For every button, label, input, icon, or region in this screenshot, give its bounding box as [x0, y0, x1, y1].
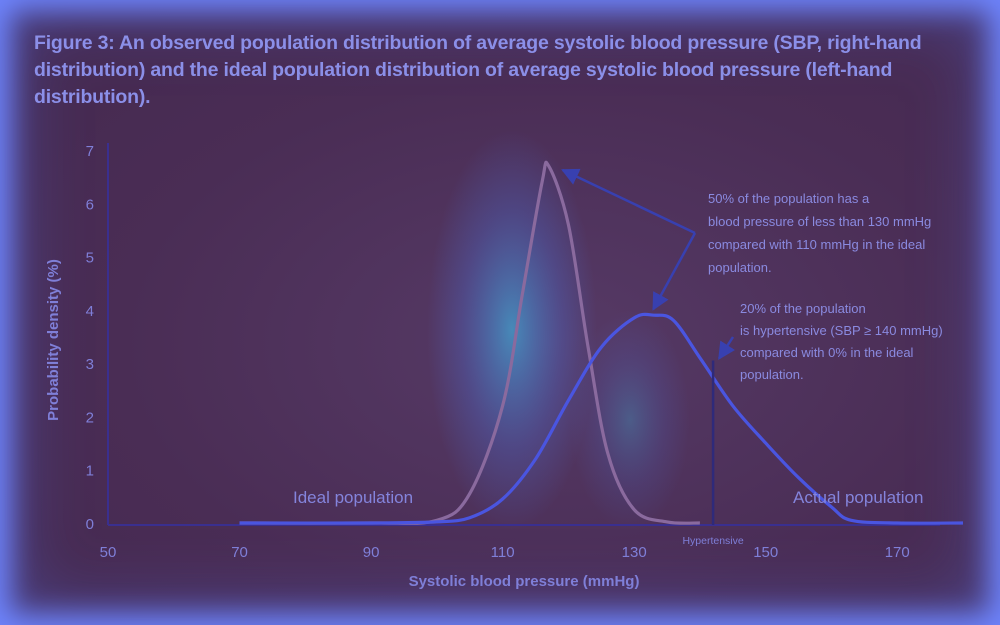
- annotations: 50% of the population has a blood pressur…: [561, 168, 943, 382]
- glow-haze-2: [570, 310, 690, 530]
- annotation-2-line: compared with 0% in the ideal: [740, 345, 914, 360]
- annotation-1-line: blood pressure of less than 130 mmHg: [708, 214, 931, 229]
- annotation-1-line: 50% of the population has a: [708, 191, 870, 206]
- y-tick-label: 6: [86, 196, 94, 213]
- y-tick-label: 4: [86, 303, 94, 320]
- glow-haze: [427, 130, 597, 530]
- annotation-2-line: 20% of the population: [740, 301, 866, 316]
- annotation-2-arrow: [718, 336, 735, 360]
- y-axis-label: Probability density (%): [45, 259, 62, 421]
- hypertensive-threshold: Hypertensive: [682, 360, 744, 547]
- annotation-1-arrow-ideal: [561, 168, 696, 235]
- annotation-2-line: population.: [740, 367, 804, 382]
- annotation-2-line: is hypertensive (SBP ≥ 140 mmHg): [740, 323, 943, 338]
- y-tick-label: 1: [86, 463, 94, 480]
- annotation-1-line: compared with 110 mmHg in the ideal: [708, 237, 925, 252]
- annotation-1-arrow-actual: [652, 232, 697, 311]
- y-tick-label: 0: [86, 516, 94, 533]
- x-tick-label: 110: [491, 544, 515, 561]
- x-tick-label: 150: [753, 544, 778, 561]
- x-tick-label: 90: [363, 544, 380, 561]
- x-tick-label: 130: [622, 544, 647, 561]
- series-labels: Ideal population Actual population: [293, 488, 923, 507]
- curves: [239, 160, 964, 525]
- y-tick-label: 5: [86, 250, 94, 267]
- x-tick-label: 50: [100, 544, 117, 561]
- axes: 0 1 2 3 4 5 6 7 50 70 90 110 130 150 170 Systolic blood…: [45, 143, 940, 590]
- x-tick-label: 70: [231, 544, 248, 561]
- hypertensive-label: Hypertensive: [682, 535, 743, 547]
- x-axis-label: Systolic blood pressure (mmHg): [409, 573, 640, 590]
- x-tick-label: 170: [885, 544, 910, 561]
- y-tick-label: 2: [86, 409, 94, 426]
- figure-title: Figure 3: An observed population distrib…: [34, 32, 922, 108]
- actual-population-curve: [239, 312, 964, 525]
- y-tick-label: 7: [86, 143, 94, 160]
- y-tick-label: 3: [86, 356, 94, 373]
- actual-population-label: Actual population: [793, 488, 923, 507]
- ideal-population-label: Ideal population: [293, 488, 413, 507]
- annotation-1-line: population.: [708, 260, 772, 275]
